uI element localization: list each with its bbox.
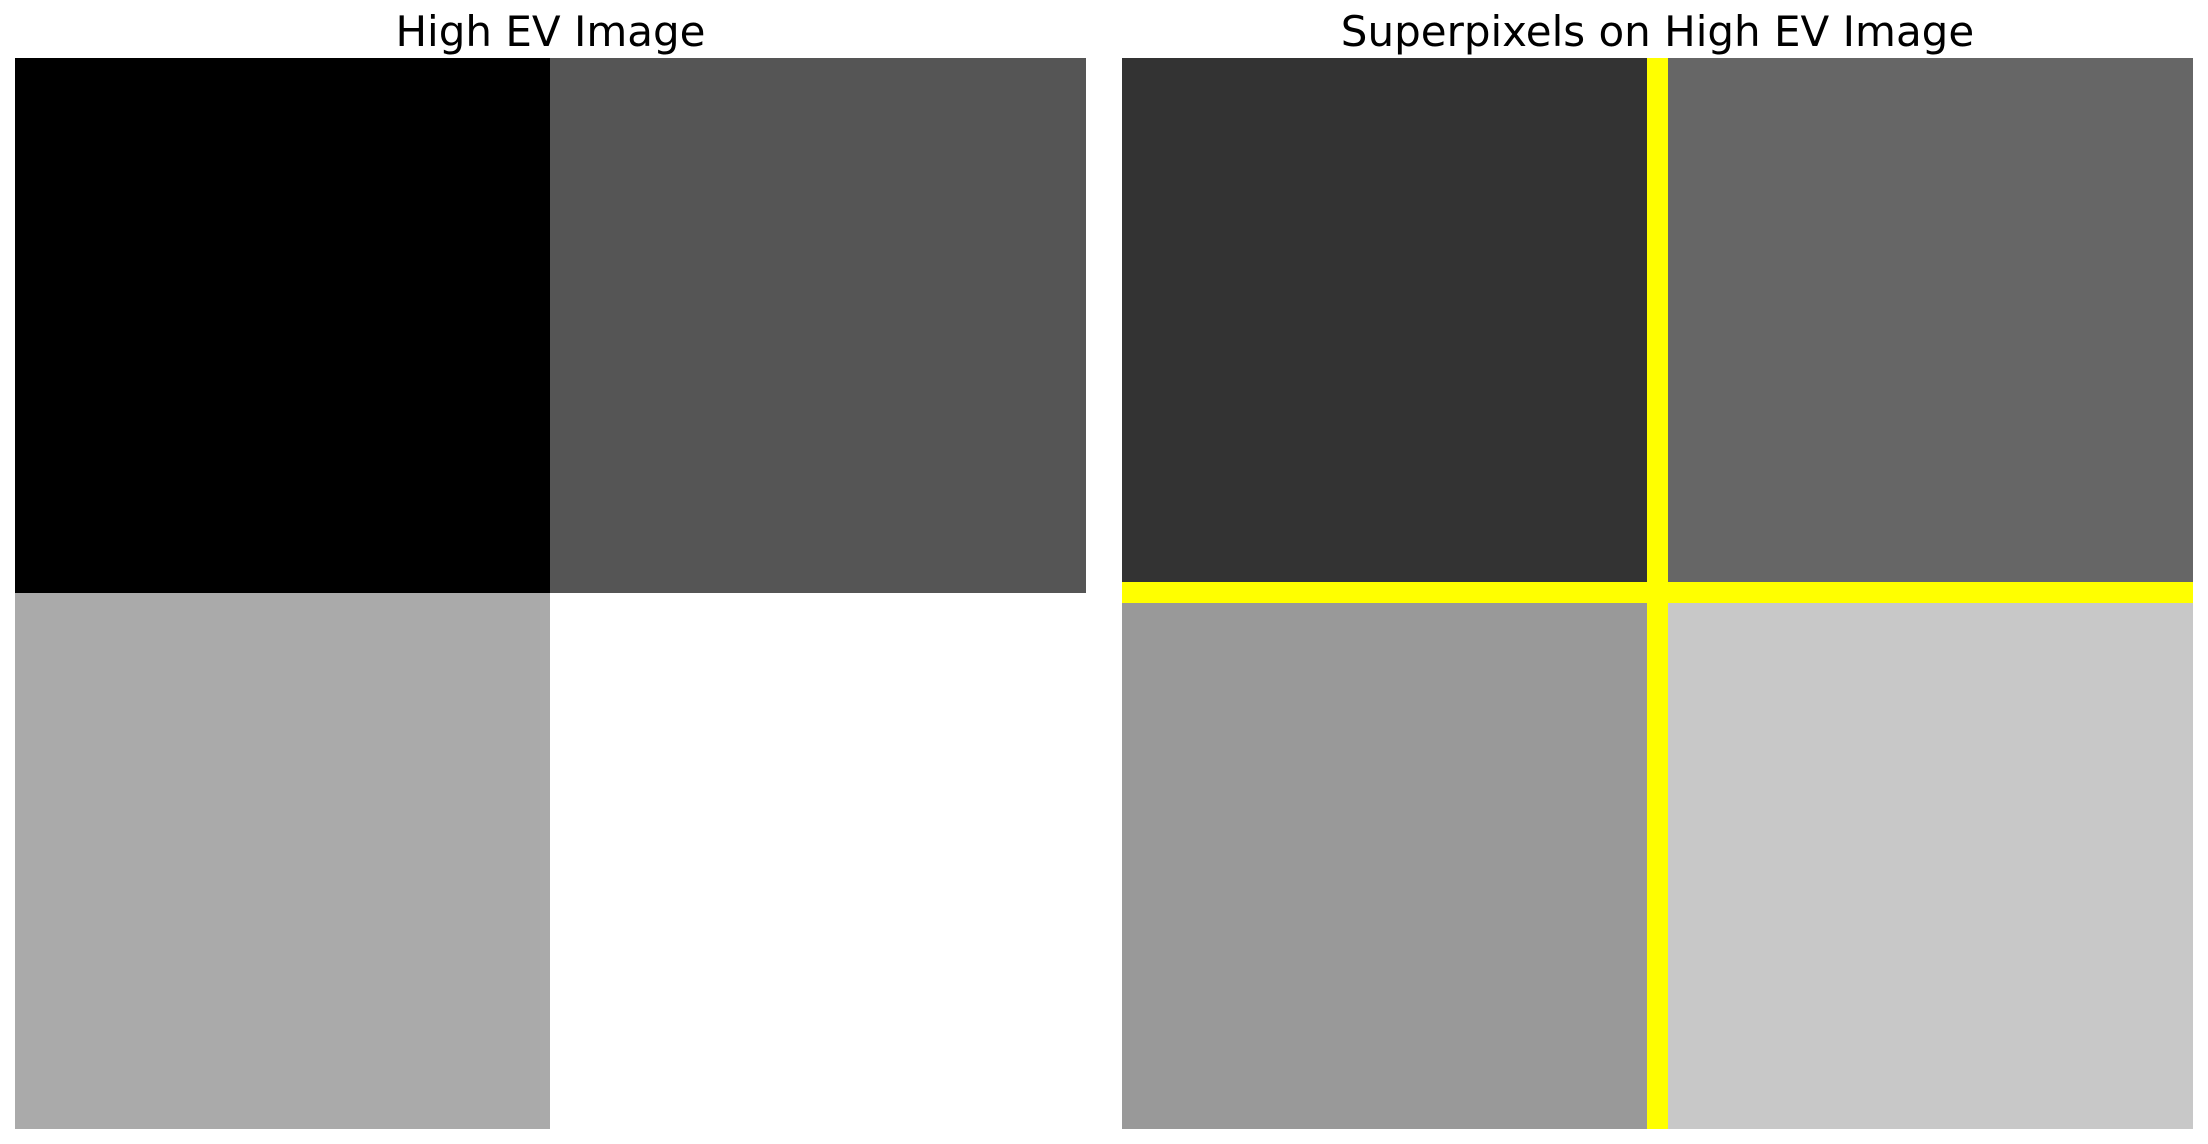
high-ev-image — [15, 58, 1086, 1129]
superpixels-image — [1122, 58, 2193, 1129]
quadrant-top-right — [550, 58, 1086, 593]
superpixels-panel: Superpixels on High EV Image — [1122, 0, 2193, 1144]
superpixel-top-right — [1657, 58, 2193, 593]
quadrant-top-left — [15, 58, 550, 593]
high-ev-image-title: High EV Image — [395, 7, 706, 56]
superpixel-bottom-left — [1122, 593, 1657, 1129]
quadrant-bottom-left — [15, 593, 550, 1129]
superpixels-title: Superpixels on High EV Image — [1340, 7, 1975, 56]
superpixel-bottom-right — [1657, 593, 2193, 1129]
high-ev-image-panel: High EV Image — [15, 0, 1086, 1144]
quadrant-bottom-right — [550, 593, 1086, 1129]
superpixel-boundary-vertical — [1647, 58, 1668, 1129]
superpixel-top-left — [1122, 58, 1657, 593]
